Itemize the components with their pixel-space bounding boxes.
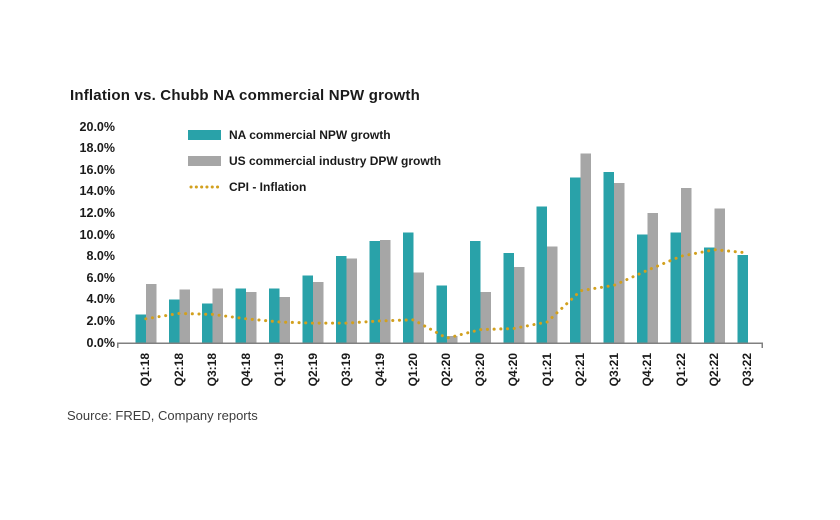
bar-dpw — [313, 282, 324, 343]
bar-npw — [503, 252, 514, 343]
bar-dpw — [480, 291, 491, 343]
bar-dpw — [513, 267, 525, 343]
y-tick-label: 10.0% — [79, 227, 115, 242]
x-tick-label: Q2:22 — [707, 353, 721, 387]
x-tick-label: Q4:19 — [372, 353, 387, 387]
x-tick-label: Q3:20 — [472, 353, 487, 387]
x-tick-label: Q1:20 — [405, 353, 420, 387]
source-note: Source: FRED, Company reports — [67, 408, 258, 423]
chart-title: Inflation vs. Chubb NA commercial NPW gr… — [70, 87, 420, 104]
x-tick-label: Q4:21 — [640, 353, 655, 387]
x-tick-label: Q3:22 — [740, 353, 755, 387]
y-tick-label: 14.0% — [79, 184, 115, 199]
legend-item-cpi: CPI - Inflation — [188, 174, 441, 200]
cpi-inflation-line — [144, 248, 750, 340]
legend-label-dpw: US commercial industry DPW growth — [229, 154, 442, 168]
bar-npw — [302, 275, 314, 343]
bar-npw — [235, 288, 247, 343]
x-tick-label: Q2:18 — [171, 353, 186, 387]
bar-npw — [469, 241, 481, 343]
bar-npw — [369, 241, 380, 343]
bar-dpw — [614, 182, 625, 343]
bar-npw — [135, 314, 146, 343]
bar-npw — [536, 206, 548, 343]
x-tick-label: Q3:18 — [205, 353, 220, 387]
y-tick-label: 4.0% — [86, 292, 116, 307]
legend-item-dpw: US commercial industry DPW growth — [188, 148, 441, 174]
y-tick-label: 8.0% — [86, 249, 116, 264]
bar-dpw — [647, 213, 659, 343]
bar-npw — [570, 177, 581, 343]
bar-npw — [704, 247, 715, 343]
legend-swatch-dpw — [188, 156, 221, 166]
bar-dpw — [279, 297, 291, 343]
x-tick-label: Q3:19 — [339, 353, 353, 387]
bar-dpw — [346, 258, 357, 343]
bar-npw — [402, 232, 414, 343]
bar-dpw — [547, 246, 558, 343]
bar-npw — [670, 232, 681, 343]
bar-dpw — [580, 153, 592, 343]
legend-label-cpi: CPI - Inflation — [229, 180, 307, 194]
x-tick-label: Q1:18 — [138, 353, 153, 387]
bar-dpw — [714, 208, 725, 343]
bar-dpw — [380, 240, 391, 343]
legend-swatch-cpi — [189, 185, 221, 189]
y-tick-label: 6.0% — [86, 270, 116, 285]
bar-npw — [202, 303, 213, 343]
x-tick-label: Q1:22 — [673, 353, 688, 387]
y-tick-label: 16.0% — [79, 162, 115, 177]
y-tick-label: 18.0% — [79, 141, 115, 156]
bar-dpw — [681, 188, 692, 343]
bar-npw — [603, 172, 615, 343]
bar-dpw — [413, 272, 424, 343]
bar-npw — [336, 256, 347, 343]
bar-npw — [269, 288, 280, 343]
x-tick-label: Q1:21 — [539, 353, 554, 387]
x-tick-label: Q3:21 — [606, 353, 621, 387]
legend-label-npw: NA commercial NPW growth — [229, 128, 391, 142]
bar-npw — [637, 234, 648, 343]
legend-item-npw: NA commercial NPW growth — [188, 122, 441, 148]
y-tick-label: 12.0% — [79, 206, 115, 220]
bar-dpw — [212, 288, 224, 343]
x-tick-label: Q2:21 — [573, 353, 588, 387]
bar-dpw — [446, 336, 458, 343]
x-tick-label: Q1:19 — [272, 353, 287, 387]
x-tick-label: Q4:20 — [506, 353, 521, 387]
bar-dpw — [246, 291, 257, 343]
bar-npw — [168, 299, 180, 343]
bar-npw — [737, 255, 748, 343]
x-tick-label: Q2:20 — [439, 353, 454, 387]
y-tick-label: 20.0% — [79, 119, 115, 134]
bar-npw — [436, 285, 447, 343]
bar-dpw — [145, 284, 157, 343]
legend-swatch-npw — [188, 130, 221, 140]
y-tick-label: 0.0% — [86, 335, 116, 350]
x-tick-label: Q2:19 — [305, 353, 320, 387]
y-tick-label: 2.0% — [86, 313, 116, 328]
chart-legend: NA commercial NPW growth US commercial i… — [188, 122, 441, 200]
x-tick-label: Q4:18 — [238, 353, 253, 387]
bar-dpw — [179, 289, 190, 343]
